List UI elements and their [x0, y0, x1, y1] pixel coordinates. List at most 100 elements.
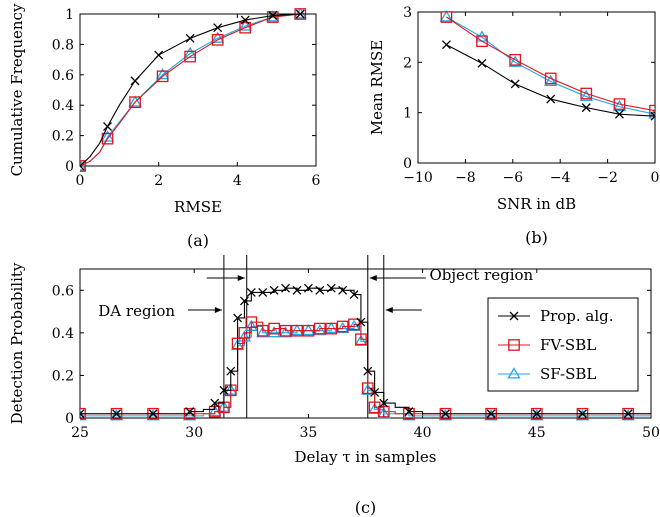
- x-tick-label: −10: [403, 170, 433, 186]
- panel-caption: (c): [355, 498, 376, 517]
- y-tick-label: 0.2: [52, 129, 74, 145]
- data-point: [302, 324, 315, 337]
- data-point: [361, 383, 375, 395]
- data-point: [128, 95, 142, 107]
- data-point: [213, 23, 223, 33]
- data-point: [315, 285, 325, 295]
- x-tick-label: 4: [233, 173, 242, 189]
- x-tick-label: 35: [299, 425, 317, 441]
- x-tick-label: −2: [597, 170, 618, 186]
- series-line: [446, 16, 655, 112]
- data-point: [404, 407, 414, 417]
- series-sf-sbl: [80, 8, 316, 171]
- data-point: [370, 387, 380, 397]
- series-line: [80, 13, 316, 167]
- data-point: [530, 409, 544, 421]
- series-line: [80, 13, 316, 167]
- data-point: [476, 35, 488, 48]
- data-point: [532, 409, 542, 419]
- axes-frame-a: [79, 13, 317, 167]
- data-point: [112, 409, 122, 419]
- axes-frame-b: [417, 11, 656, 164]
- data-point: [238, 19, 252, 31]
- data-point: [279, 324, 292, 337]
- data-point: [239, 21, 252, 34]
- data-point: [80, 160, 86, 172]
- data-point: [109, 409, 124, 421]
- y-tick-label: 0.2: [52, 368, 74, 384]
- data-point: [278, 326, 293, 338]
- data-point: [578, 409, 587, 419]
- panel-caption: (b): [525, 228, 548, 247]
- annotation-object-region: Object region: [429, 266, 533, 284]
- data-point: [326, 283, 336, 293]
- arrow-head: [385, 307, 393, 313]
- series-prop-alg-: [80, 9, 316, 171]
- data-point: [211, 31, 225, 43]
- data-point: [581, 103, 591, 113]
- data-point: [211, 33, 224, 46]
- data-point: [100, 130, 115, 142]
- data-point: [303, 283, 313, 293]
- y-tick-label: 3: [403, 5, 412, 21]
- data-point: [575, 409, 590, 421]
- data-point: [438, 409, 453, 421]
- data-point: [440, 409, 450, 419]
- data-point: [183, 46, 197, 59]
- data-point: [256, 326, 270, 338]
- data-point: [103, 122, 112, 131]
- legend-marker: [509, 311, 519, 321]
- data-point: [130, 76, 140, 86]
- data-point: [269, 285, 279, 295]
- data-point: [233, 313, 243, 323]
- data-point: [440, 11, 453, 23]
- y-tick-label: 0.6: [52, 68, 74, 84]
- data-point: [258, 287, 268, 297]
- data-point: [148, 409, 158, 419]
- arrow-head: [214, 307, 222, 313]
- data-point: [239, 296, 249, 306]
- y-tick-label: 0: [403, 156, 412, 172]
- data-point: [129, 96, 141, 109]
- data-point: [336, 320, 349, 333]
- data-point: [256, 324, 269, 337]
- data-point: [377, 406, 391, 419]
- data-point: [146, 409, 160, 421]
- y-axis-label: Cumulative Frequency: [8, 3, 26, 176]
- data-point: [313, 322, 326, 335]
- data-point: [293, 8, 307, 19]
- series-line: [80, 13, 316, 167]
- data-point: [219, 385, 229, 395]
- annotation-da-region: DA region: [98, 302, 175, 320]
- data-point: [325, 322, 338, 335]
- x-axis-label: RMSE: [174, 198, 222, 216]
- x-axis-label: Delay τ in samples: [294, 448, 436, 466]
- data-point: [509, 53, 522, 66]
- y-tick-label: 2: [403, 55, 412, 71]
- data-point: [368, 401, 381, 414]
- data-point: [245, 316, 258, 329]
- series-fv-sbl: [80, 8, 316, 172]
- data-point: [439, 10, 454, 22]
- x-tick-label: 25: [71, 425, 89, 441]
- data-point: [361, 382, 374, 395]
- chart-b: −10 −8 −6 −4 −2 0 0 1 2 3 SNR in dB Mean RMSE (b): [368, 5, 659, 247]
- data-point: [290, 323, 304, 336]
- series-prop-alg-: [441, 40, 655, 121]
- legend: Prop. alg. FV-SBL SF-SBL: [487, 297, 639, 392]
- data-point: [313, 323, 327, 336]
- data-point: [621, 409, 635, 421]
- data-point: [281, 283, 291, 293]
- y-tick-label: 0.4: [52, 98, 74, 114]
- data-point: [301, 323, 316, 336]
- y-tick-label: 0.6: [52, 283, 74, 299]
- data-point: [295, 9, 305, 19]
- data-point: [441, 40, 451, 50]
- data-point: [356, 317, 366, 327]
- data-point: [354, 334, 368, 346]
- series-line: [80, 287, 651, 415]
- data-point: [377, 405, 390, 418]
- panel-caption: (a): [187, 231, 209, 250]
- x-tick-label: 40: [414, 425, 432, 441]
